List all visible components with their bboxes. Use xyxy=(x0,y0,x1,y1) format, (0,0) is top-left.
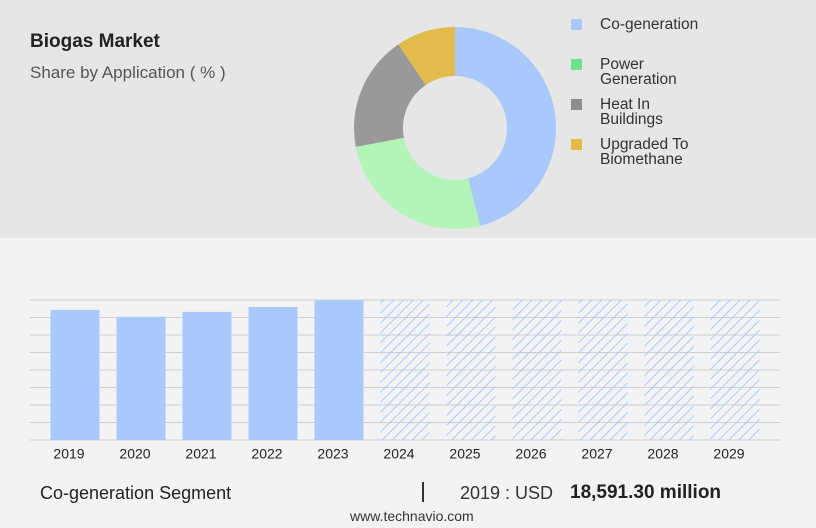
forecast-bar xyxy=(512,300,562,440)
footer-segment: Co-generation Segment xyxy=(40,483,232,503)
donut-segment xyxy=(354,44,426,147)
forecast-bar xyxy=(446,300,496,440)
donut-segment xyxy=(398,27,455,85)
x-tick-label: 2027 xyxy=(581,446,612,462)
x-tick-label: 2019 xyxy=(53,446,84,462)
bar xyxy=(50,309,100,440)
x-tick-label: 2026 xyxy=(515,446,546,462)
forecast-bar xyxy=(644,300,694,440)
legend-label: Co-generation xyxy=(600,16,699,33)
bar xyxy=(248,307,298,440)
legend-swatch xyxy=(571,139,582,150)
donut-segment xyxy=(355,137,481,229)
forecast-bar xyxy=(380,300,430,440)
legend-swatch xyxy=(571,59,582,70)
x-tick-label: 2023 xyxy=(317,446,348,462)
legend-swatch xyxy=(571,19,582,30)
donut-segment xyxy=(455,27,556,226)
legend-swatch xyxy=(571,99,582,110)
legend-label: Power Generation xyxy=(600,56,677,88)
bar xyxy=(314,300,364,440)
forecast-bar xyxy=(710,300,760,440)
x-tick-label: 2020 xyxy=(119,446,150,462)
subtitle: Share by Application ( % ) xyxy=(30,63,226,82)
x-tick-label: 2029 xyxy=(713,446,744,462)
footer-divider xyxy=(422,482,424,502)
legend-label: Upgraded To Biomethane xyxy=(600,136,689,168)
title: Biogas Market xyxy=(30,31,160,52)
x-tick-label: 2025 xyxy=(449,446,480,462)
footer-source: www.technavio.com xyxy=(350,508,474,524)
footer-value: 18,591.30 million xyxy=(570,482,722,503)
x-tick-label: 2024 xyxy=(383,446,414,462)
x-tick-label: 2021 xyxy=(185,446,216,462)
x-tick-label: 2022 xyxy=(251,446,282,462)
bar xyxy=(182,311,232,440)
x-tick-label: 2028 xyxy=(647,446,678,462)
footer-year: 2019 : USD xyxy=(460,483,554,503)
legend-label: Heat In Buildings xyxy=(600,96,663,128)
forecast-bar xyxy=(578,300,628,440)
bar xyxy=(116,316,166,440)
